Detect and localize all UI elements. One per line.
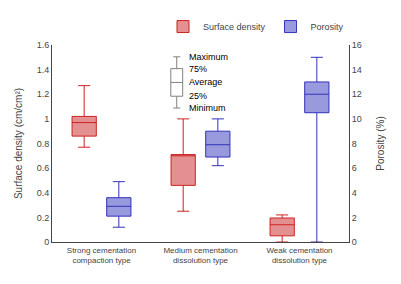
svg-text:8: 8: [352, 139, 357, 149]
svg-text:Maximum: Maximum: [189, 52, 228, 62]
svg-text:0: 0: [44, 237, 49, 247]
svg-text:75%: 75%: [189, 64, 207, 74]
svg-text:Medium cementationdissolution: Medium cementationdissolution type: [163, 246, 237, 265]
svg-text:Weak cementationdissolution ty: Weak cementationdissolution type: [266, 246, 332, 265]
svg-text:4: 4: [352, 188, 357, 198]
svg-text:1.6: 1.6: [37, 40, 50, 50]
svg-text:0.4: 0.4: [37, 188, 50, 198]
svg-text:16: 16: [352, 40, 362, 50]
svg-text:0.2: 0.2: [37, 213, 50, 223]
svg-text:Surface density: Surface density: [203, 22, 266, 32]
svg-text:Porosity (%): Porosity (%): [375, 116, 386, 170]
svg-text:14: 14: [352, 65, 362, 75]
svg-text:Minimum: Minimum: [189, 103, 226, 113]
svg-text:10: 10: [352, 114, 362, 124]
svg-text:0: 0: [352, 237, 357, 247]
svg-text:0.8: 0.8: [37, 139, 50, 149]
svg-text:0.6: 0.6: [37, 163, 50, 173]
svg-text:6: 6: [352, 163, 357, 173]
svg-text:Porosity: Porosity: [311, 22, 344, 32]
svg-text:2: 2: [352, 213, 357, 223]
svg-text:25%: 25%: [189, 91, 207, 101]
svg-text:Strong cementationcompaction t: Strong cementationcompaction type: [67, 246, 136, 265]
svg-text:12: 12: [352, 89, 362, 99]
svg-text:Average: Average: [189, 77, 222, 87]
svg-text:Surface density (cm/cm²): Surface density (cm/cm²): [13, 88, 24, 199]
svg-text:1.4: 1.4: [37, 65, 50, 75]
svg-text:1: 1: [44, 114, 49, 124]
svg-text:1.2: 1.2: [37, 89, 50, 99]
